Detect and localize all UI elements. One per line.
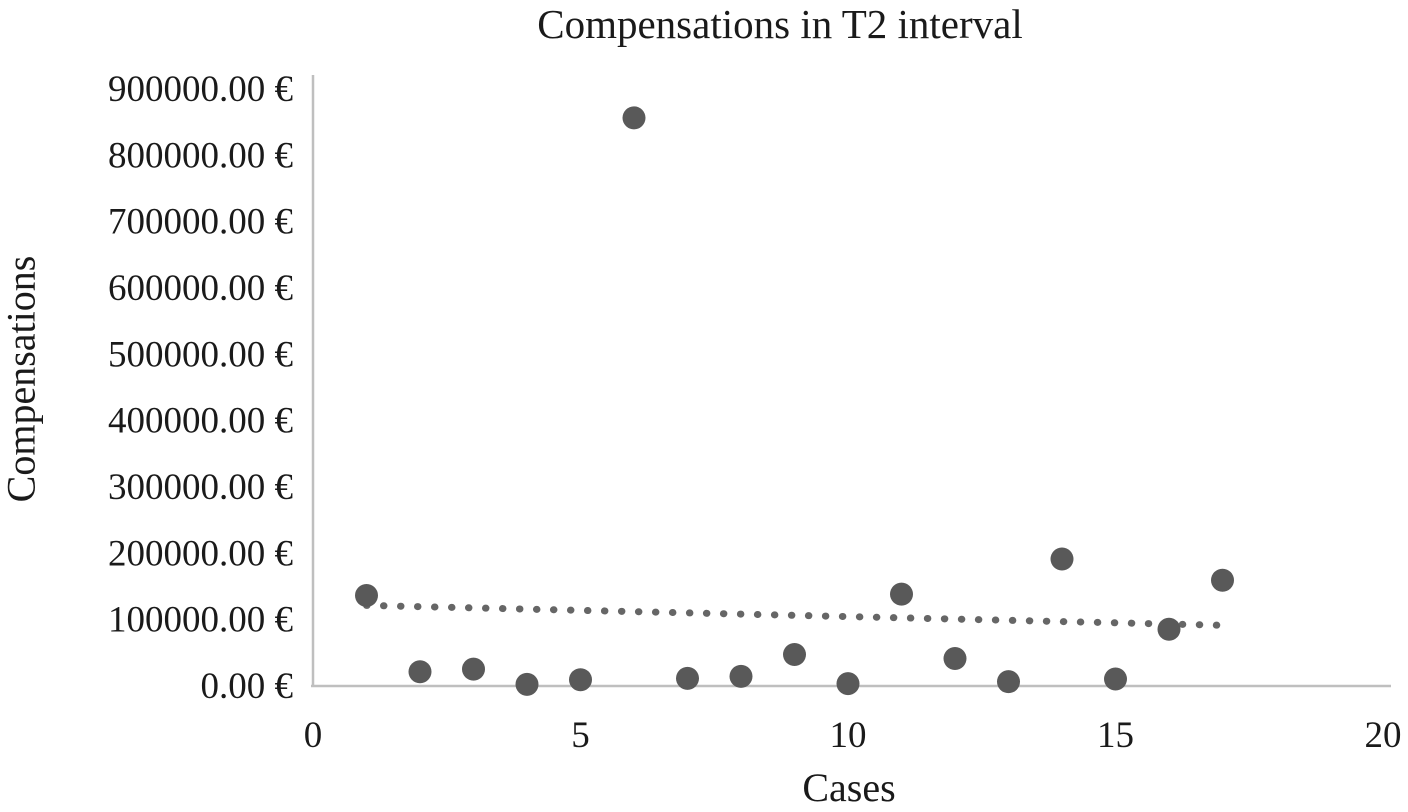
- y-tick-label: 900000.00 €: [108, 69, 293, 110]
- data-point: [1157, 617, 1181, 641]
- y-tick-label: 800000.00 €: [108, 135, 293, 176]
- x-axis-title: Cases: [802, 765, 896, 810]
- y-tick-label: 0.00 €: [201, 666, 294, 707]
- data-point: [1211, 568, 1234, 592]
- data-point: [943, 646, 967, 670]
- x-tick-label: 5: [571, 715, 590, 756]
- y-tick-label: 600000.00 €: [108, 268, 293, 309]
- data-point: [836, 672, 860, 696]
- data-point: [783, 642, 806, 666]
- data-point: [569, 668, 592, 692]
- y-tick-label: 100000.00 €: [108, 600, 293, 641]
- data-point: [1104, 667, 1127, 691]
- data-point: [355, 583, 378, 607]
- y-tick-label: 200000.00 €: [108, 533, 293, 574]
- x-tick-label: 10: [830, 715, 867, 756]
- data-point: [1050, 547, 1074, 571]
- x-tick-label: 15: [1097, 715, 1134, 756]
- y-tick-label: 400000.00 €: [108, 401, 293, 442]
- y-tick-label: 300000.00 €: [108, 467, 293, 508]
- data-point: [462, 657, 485, 681]
- data-point: [676, 666, 699, 690]
- chart-title: Compensations in T2 interval: [537, 1, 1023, 47]
- data-point: [622, 106, 646, 130]
- y-tick-label: 500000.00 €: [108, 334, 293, 375]
- data-point: [890, 582, 913, 606]
- x-tick-label: 0: [304, 715, 323, 756]
- data-point: [729, 664, 753, 688]
- trendline: [363, 601, 1226, 629]
- data-point: [515, 672, 539, 696]
- data-point: [997, 670, 1020, 694]
- x-tick-label: 20: [1365, 715, 1402, 756]
- y-tick-label: 700000.00 €: [108, 202, 293, 243]
- data-point: [408, 660, 432, 684]
